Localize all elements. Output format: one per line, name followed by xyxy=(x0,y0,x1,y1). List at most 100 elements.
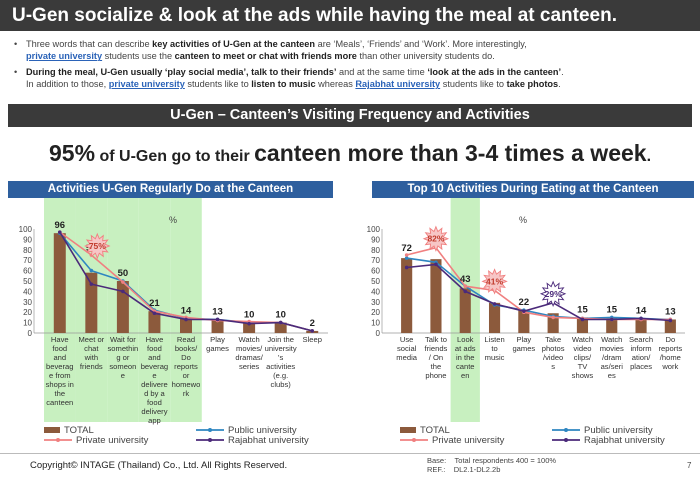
chart-1-category-3-line-4: e xyxy=(152,371,156,380)
chart-1-point-rajabhat-7 xyxy=(278,320,283,325)
chart-2-bar-label-7: 15 xyxy=(606,304,617,315)
chart-2-category-1-line-0: Talk to xyxy=(425,335,447,344)
base-label: Base: xyxy=(427,456,447,465)
chart-1-category-3-line-7: food xyxy=(147,398,162,407)
chart-2-bar-0 xyxy=(401,258,413,333)
chart-2-ytick-100: 100 xyxy=(367,225,381,234)
chart-1-category-6-line-0: Watch xyxy=(238,335,259,344)
chart-1-category-3-line-2: and xyxy=(148,353,161,362)
chart-2-legend-marker-2 xyxy=(412,438,416,442)
chart-1-legend-label-1: Public university xyxy=(228,425,297,436)
bullet-2-emph-1: During the meal, U-Gen usually ‘play soc… xyxy=(26,66,337,77)
chart-1-category-6-line-1: movies/ xyxy=(236,344,263,353)
bullet-2-text-7: . xyxy=(558,79,561,90)
chart-1-category-3-line-0: Have xyxy=(146,335,164,344)
chart-2-callout-label-2: 29% xyxy=(545,289,562,299)
chart-2-bar-label-4: 22 xyxy=(519,297,530,308)
chart-1-category-3-line-5: delivere xyxy=(141,380,168,389)
chart-2-category-5-line-0: Take xyxy=(545,335,561,344)
chart-1-category-2-line-0: Wait for xyxy=(110,335,136,344)
headline-percent: 95% xyxy=(48,140,96,166)
chart-2-category-7-line-2: /dram xyxy=(602,353,621,362)
chart-1-category-4-line-0: Read xyxy=(177,335,195,344)
section-title: U-Gen – Canteen’s Visiting Frequency and… xyxy=(8,104,692,127)
chart-1-category-3-line-1: food xyxy=(147,344,162,353)
chart-2-bar-label-8: 14 xyxy=(636,305,647,316)
bullet-1-text-4: than other university students do. xyxy=(356,51,495,62)
chart-1-bar-7 xyxy=(274,322,287,333)
chart-2-bar-4 xyxy=(518,310,530,333)
chart-1-category-4-line-3: reports xyxy=(174,362,198,371)
chart-2-category-5-line-3: s xyxy=(551,362,555,371)
chart-2-bar-9 xyxy=(664,319,676,333)
chart-1-ytick-10: 10 xyxy=(23,319,32,328)
chart-1-ytick-30: 30 xyxy=(23,298,32,307)
headline: 95% of U-Gen go to their canteen more th… xyxy=(0,140,700,167)
chart-2-category-6-line-2: clips/ xyxy=(574,353,592,362)
bullet-1: Three words that can describe key activi… xyxy=(14,38,694,63)
chart-1-category-3-line-3: beverag xyxy=(141,362,168,371)
chart-1-legend-label-0: TOTAL xyxy=(64,425,94,436)
chart-2-category-1-line-1: friends xyxy=(425,344,448,353)
chart-2-category-3-line-1: to xyxy=(491,344,497,353)
chart-2-category-2-line-1: at ads xyxy=(455,344,476,353)
chart-2-category-6-line-0: Watch xyxy=(572,335,593,344)
chart-1-category-7-line-1: university xyxy=(265,344,297,353)
chart-2-callout-star-1 xyxy=(481,268,508,295)
chart-2-callout-label-0: 82% xyxy=(427,234,444,244)
chart-1-bar-label-6: 10 xyxy=(244,310,255,321)
chart-2-legend-marker-3 xyxy=(564,438,568,442)
chart-1-bar-5 xyxy=(211,319,224,333)
chart-2-point-rajabhat-9 xyxy=(668,318,673,323)
ref-label: REF.: xyxy=(427,464,446,474)
chart-2-bar-7 xyxy=(606,317,618,333)
chart-2-bar-6 xyxy=(576,317,589,333)
chart-2-bar-1 xyxy=(430,259,442,333)
bullet-1-text-3: students use the xyxy=(102,51,175,62)
chart-2-ytick-50: 50 xyxy=(371,277,380,286)
chart-2-category-7-line-3: as/seri xyxy=(601,362,624,371)
chart-2-bar-label-0: 72 xyxy=(401,243,412,254)
chart-1-bar-label-8: 2 xyxy=(310,318,315,329)
chart-1-bar-label-7: 10 xyxy=(275,310,286,321)
chart-2-category-3-line-2: music xyxy=(485,353,505,362)
chart-2-bar-3 xyxy=(488,302,501,333)
chart-2-category-7-line-1: movies xyxy=(600,344,624,353)
chart-2-point-rajabhat-8 xyxy=(639,316,643,321)
page-number: 7 xyxy=(687,461,692,470)
chart-1-callout-star-0 xyxy=(84,232,111,260)
chart-2-ytick-10: 10 xyxy=(371,319,380,328)
chart-2-category-1-line-2: / On xyxy=(429,353,443,362)
chart-2-line-rajabhat xyxy=(406,263,671,322)
bullet-1-highlight-private: private university xyxy=(26,51,103,62)
chart-1-highlight-4 xyxy=(170,198,202,422)
chart-1-point-rajabhat-2 xyxy=(121,289,125,294)
chart-2-category-1-line-4: phone xyxy=(425,371,446,380)
chart-1-bar-1 xyxy=(85,272,98,333)
chart-1-point-rajabhat-3 xyxy=(152,311,157,316)
chart-1-bar-2 xyxy=(116,281,129,333)
chart-1-category-7-line-3: activities xyxy=(266,362,295,371)
chart-1-category-7-line-0: Join the xyxy=(267,335,294,344)
chart-1-category-6-line-2: dramas/ xyxy=(235,353,263,362)
base-note: Base: Total respondents 400 = 100% REF.:… xyxy=(427,456,556,474)
chart-1-category-0-line-2: and xyxy=(53,353,66,362)
headline-text-2: canteen more than 3-4 times a week xyxy=(254,140,647,166)
bullet-2-highlight-private: private university xyxy=(108,79,185,90)
chart-1-category-0-line-4: e from xyxy=(49,371,71,380)
chart-2-callout-label-1: 41% xyxy=(486,276,503,286)
chart-1-category-0-line-5: shops in xyxy=(46,380,74,389)
chart-1-category-4-line-5: homewo xyxy=(172,380,201,389)
chart-1-callout-label-0: 75% xyxy=(89,241,106,251)
chart-1-bar-label-3: 21 xyxy=(149,298,160,309)
chart-2-category-2-line-3: cante xyxy=(456,362,475,371)
chart-1-bar-label-2: 50 xyxy=(118,268,129,279)
chart-2-category-9-line-3: work xyxy=(661,362,678,371)
chart-2-ytick-90: 90 xyxy=(371,235,380,244)
chart-1-bar-6 xyxy=(243,322,256,333)
chart-2-callout-star-0 xyxy=(422,225,450,252)
chart-1-legend-marker-3 xyxy=(208,438,212,442)
chart-1-point-rajabhat-5 xyxy=(215,317,220,322)
chart-1-point-rajabhat-6 xyxy=(247,321,251,326)
bullet-2-emph-2: ‘look at the ads in the canteen’ xyxy=(427,66,562,77)
